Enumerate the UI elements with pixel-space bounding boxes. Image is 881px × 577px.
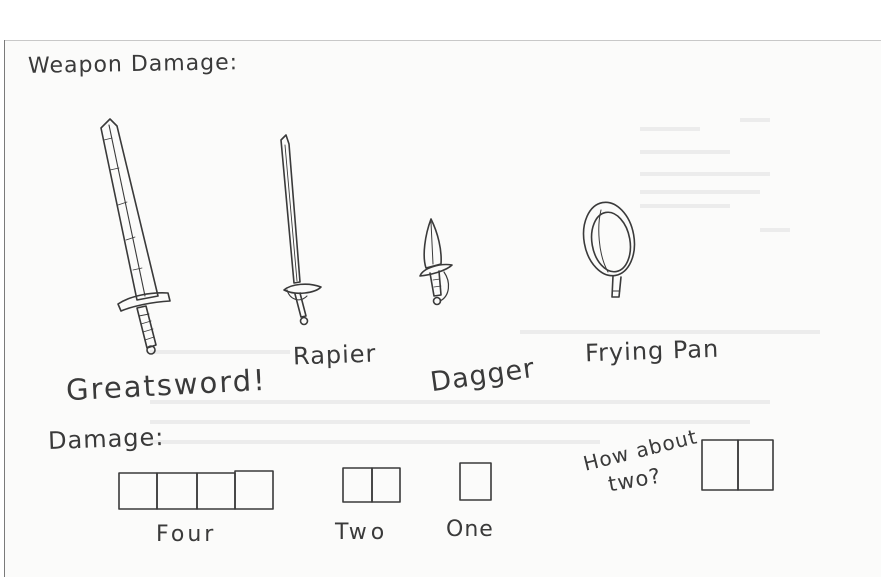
damage-box (701, 439, 739, 491)
bleed-through-line (640, 150, 730, 154)
damage-box (156, 472, 198, 510)
damage-box (196, 472, 236, 510)
damage-boxes-greatsword (118, 470, 274, 510)
bleed-through-line (740, 118, 770, 122)
bleed-through-line (150, 440, 600, 444)
damage-boxes-dagger (459, 462, 492, 501)
damage-box (737, 439, 774, 491)
damage-label-two: Two (335, 520, 389, 545)
damage-boxes-rapier (342, 467, 401, 503)
damage-box (371, 467, 401, 503)
page-title: Weapon Damage: (27, 50, 239, 79)
frying-pan-label: Frying Pan (584, 334, 720, 368)
rapier-drawing (280, 134, 322, 326)
bleed-through-line (150, 350, 290, 354)
damage-label-four: Four (156, 522, 217, 547)
damage-box (234, 470, 274, 510)
frying-pan-drawing (582, 201, 636, 298)
paper-top-edge (4, 40, 881, 41)
bleed-through-line (760, 228, 790, 232)
damage-label-one: One (446, 517, 494, 542)
dagger-drawing (419, 218, 453, 306)
bleed-through-line (520, 330, 820, 334)
bleed-through-line (640, 172, 770, 176)
damage-box (118, 472, 158, 510)
bleed-through-line (150, 400, 770, 404)
greatsword-drawing (100, 118, 171, 355)
bleed-through-line (640, 204, 730, 208)
damage-box (459, 462, 492, 501)
rapier-label: Rapier (292, 339, 377, 371)
paper-sheet (4, 40, 881, 577)
bleed-through-line (640, 190, 760, 194)
paper-left-edge (4, 40, 5, 577)
damage-boxes-frying-pan (701, 439, 774, 491)
damage-box (342, 467, 373, 503)
bleed-through-line (150, 420, 750, 424)
damage-heading: Damage: (47, 422, 165, 456)
bleed-through-line (640, 127, 700, 131)
